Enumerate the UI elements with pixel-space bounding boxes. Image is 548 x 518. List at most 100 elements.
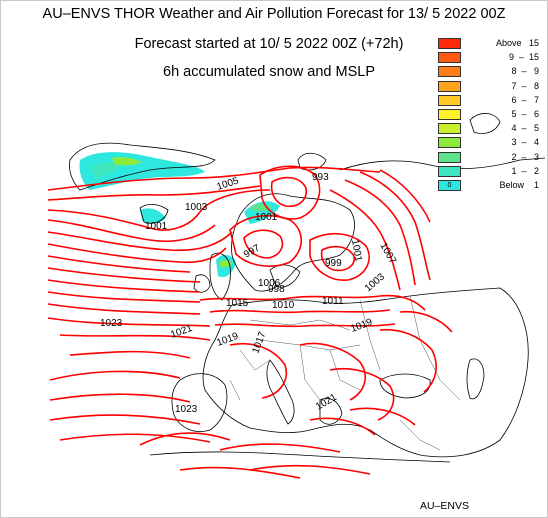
snow-patch: [140, 208, 166, 224]
isobar-label: 1011: [322, 296, 344, 307]
isobar-line: [399, 310, 453, 333]
border-line: [259, 339, 361, 351]
legend-row: 7 – 8: [435, 80, 545, 94]
snow-patch: [90, 161, 122, 178]
isobar-line: [47, 243, 227, 264]
coastline-greece: [319, 397, 343, 425]
legend-swatch: [438, 94, 461, 106]
coastline-italy: [266, 359, 295, 425]
legend-swatch: [438, 52, 461, 64]
legend-swatch: [438, 66, 461, 78]
isobar-label: 1023: [175, 404, 198, 415]
snow-patch: [112, 157, 142, 166]
isobar-line: [47, 267, 201, 283]
isobar-line: [49, 414, 201, 425]
coastline-novaya-zemlya: [469, 113, 501, 134]
legend-label: 7 – 8: [511, 80, 539, 91]
title-line-3: 6h accumulated snow and MSLP: [163, 64, 375, 80]
legend-label: 9 – 15: [508, 52, 539, 63]
isobar-label: 1019: [349, 317, 374, 335]
isobar-label: 998: [268, 284, 285, 295]
border-line: [359, 299, 381, 371]
country-borders: [229, 295, 461, 451]
isobar-line: [219, 443, 341, 453]
snow-legend: Above 15 9 – 15 8 – 9 7 – 8 6 – 7 5 – 6 4 – 5 3…: [435, 37, 545, 193]
isobar-line: [320, 245, 356, 272]
snow-patch: [252, 203, 272, 212]
isobar-label: 1001: [255, 212, 278, 223]
legend-label: Below 1: [499, 179, 539, 190]
isobar-line: [59, 433, 211, 443]
isobar-label: 1001: [145, 221, 168, 232]
isobar-line: [47, 291, 201, 303]
border-line: [239, 349, 271, 371]
coastline-caspian: [466, 358, 485, 400]
isobar-line: [47, 279, 201, 293]
legend-swatch: [438, 151, 461, 163]
isobar-label: 1015: [226, 298, 249, 309]
legend-swatch: 0: [438, 179, 461, 191]
legend-label: 6 – 7: [511, 94, 539, 105]
isobar-label: 1006: [258, 278, 281, 289]
isobar-line: [47, 189, 271, 231]
coastline-greenland: [69, 142, 216, 191]
legend-swatch: [438, 38, 461, 49]
coastline-arctic-russia: [339, 157, 546, 171]
isobar-line: [214, 323, 396, 328]
isobar-label: 1019: [215, 331, 240, 349]
title-line-2: Forecast started at 10/ 5 2022 00Z (+72h…: [134, 36, 404, 52]
isobar-label: 999: [325, 258, 342, 269]
isobar-line: [49, 370, 181, 381]
isobar-line: [344, 179, 416, 286]
snow-patch: [79, 152, 205, 190]
isobar-line: [270, 176, 308, 208]
isobar-line: [299, 342, 366, 401]
isobar-line: [47, 303, 201, 315]
coastline-black-sea: [379, 373, 431, 399]
isobar-label: 1001: [349, 239, 364, 263]
legend-label: 5 – 6: [511, 108, 539, 119]
legend-swatch: [438, 80, 461, 92]
isobar-line: [309, 417, 376, 436]
isobar-line: [209, 309, 391, 314]
isobar-line: [229, 214, 303, 267]
isobar-line: [349, 407, 416, 426]
coastline-iberia: [171, 373, 228, 432]
isobar-line: [47, 185, 261, 201]
coastline-scandinavia: [231, 193, 355, 292]
legend-row: 1 – 2: [435, 165, 545, 179]
isobar-line: [229, 342, 287, 399]
isobar-label: 997: [242, 243, 262, 261]
isobar-line: [243, 229, 284, 259]
coastline-britain: [209, 252, 231, 301]
legend-swatch: [438, 165, 461, 177]
legend-label: Above 15: [495, 38, 539, 48]
isobar-line: [359, 171, 431, 281]
legend-row: 5 – 6: [435, 108, 545, 122]
footer-credit: AU–ENVS: [420, 500, 470, 512]
isobars: [47, 165, 453, 479]
legend-swatch-text: 0: [447, 181, 452, 189]
isobar-label: 1010: [272, 300, 295, 311]
isobar-label: 1007: [377, 241, 398, 266]
isobar-line: [59, 334, 211, 341]
legend-label: 3 – 4: [511, 137, 539, 148]
border-line: [229, 379, 241, 401]
legend-label: 8 – 9: [511, 66, 539, 77]
legend-row: 2 – 3: [435, 151, 545, 165]
legend-label: 2 – 3: [511, 151, 539, 162]
border-line: [399, 419, 441, 451]
isobar-line: [329, 367, 395, 421]
border-line: [329, 349, 361, 391]
isobar-line: [47, 255, 191, 273]
isobar-line: [47, 219, 216, 243]
isobar-line: [179, 466, 301, 479]
isobar-label: 1021: [314, 392, 339, 413]
border-line: [299, 344, 321, 401]
isobar-labels: 1005 1003 1001 1001 993 997 1007 999 100…: [100, 172, 398, 415]
isobar-line: [139, 432, 231, 446]
isobar-label: 1023: [100, 318, 123, 329]
isobar-line: [47, 166, 381, 191]
isobar-line: [49, 393, 191, 403]
coastline-north-africa: [149, 451, 451, 463]
